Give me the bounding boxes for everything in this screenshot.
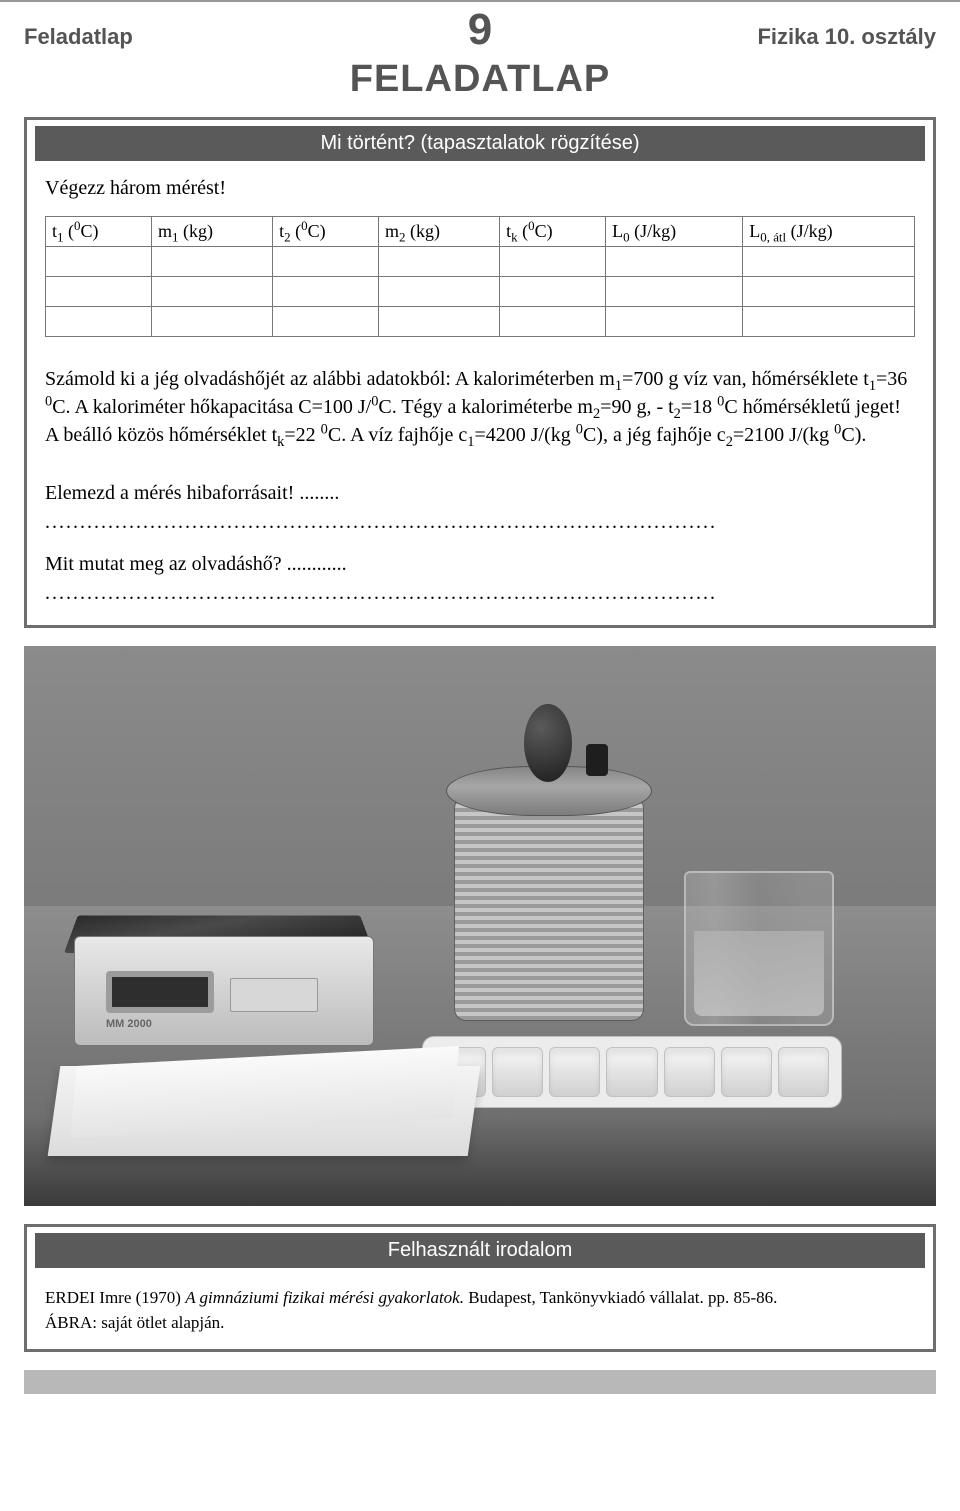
table-cell	[151, 307, 272, 337]
page-title: FELADATLAP	[0, 58, 960, 101]
table-cell	[500, 277, 606, 307]
ice-tray-cell	[606, 1047, 657, 1097]
measurement-table: t1 (0C) m1 (kg) t2 (0C) m2 (kg) tk (0C) …	[45, 216, 915, 337]
table-cell	[273, 247, 379, 277]
table-cell	[273, 307, 379, 337]
col-m1: m1 (kg)	[151, 217, 272, 247]
footer-band	[24, 1370, 936, 1394]
answer-line-1: ........................................…	[45, 511, 915, 534]
scale-model-label: MM 2000	[106, 1018, 152, 1030]
question-latent-heat: Mit mutat meg az olvadáshő? ............	[45, 550, 915, 578]
calorimeter-knob	[586, 744, 608, 776]
beaker	[684, 871, 834, 1026]
scale-buttons	[230, 978, 318, 1012]
table-cell	[379, 307, 500, 337]
table-cell	[743, 277, 915, 307]
page-number: 9	[468, 8, 492, 52]
ice-tray-cell	[492, 1047, 543, 1097]
worksheet-frame: Mi történt? (tapasztalatok rögzítése) Vé…	[24, 117, 936, 628]
header-left-label: Feladatlap	[24, 24, 468, 50]
section-bar-references: Felhasznált irodalom	[35, 1233, 925, 1268]
table-cell	[379, 247, 500, 277]
table-cell	[743, 307, 915, 337]
table-row	[46, 307, 915, 337]
col-L0: L0 (J/kg)	[606, 217, 743, 247]
table-header-row: t1 (0C) m1 (kg) t2 (0C) m2 (kg) tk (0C) …	[46, 217, 915, 247]
thermometer-icon	[524, 704, 572, 782]
scale-display	[106, 971, 214, 1013]
ref-author: ERDEI Imre (1970)	[45, 1288, 185, 1307]
calculation-paragraph: Számold ki a jég olvadáshőjét az alábbi …	[45, 365, 915, 449]
calorimeter-body	[454, 791, 644, 1021]
table-cell	[606, 277, 743, 307]
table-row	[46, 277, 915, 307]
page-header: Feladatlap 9 Fizika 10. osztály	[0, 2, 960, 52]
table-row	[46, 247, 915, 277]
ice-tray-cell	[778, 1047, 829, 1097]
table-cell	[46, 277, 152, 307]
table-cell	[743, 247, 915, 277]
col-t1: t1 (0C)	[46, 217, 152, 247]
table-cell	[379, 277, 500, 307]
table-cell	[606, 247, 743, 277]
table-cell	[500, 247, 606, 277]
section-bar-observations: Mi történt? (tapasztalatok rögzítése)	[35, 126, 925, 161]
col-t2: t2 (0C)	[273, 217, 379, 247]
instruction-text: Végezz három mérést!	[45, 175, 915, 202]
header-right-label: Fizika 10. osztály	[492, 24, 936, 50]
ice-tray-cell	[549, 1047, 600, 1097]
table-cell	[46, 307, 152, 337]
answer-line-2: ........................................…	[45, 582, 915, 605]
ice-tray	[422, 1036, 842, 1108]
col-m2: m2 (kg)	[379, 217, 500, 247]
equipment-photo: MM 2000	[24, 646, 936, 1206]
col-L0avg: L0, átl (J/kg)	[743, 217, 915, 247]
table-cell	[500, 307, 606, 337]
table-cell	[273, 277, 379, 307]
table-cell	[151, 247, 272, 277]
ice-tray-cell	[664, 1047, 715, 1097]
paper-napkin	[48, 1066, 481, 1156]
col-tk: tk (0C)	[500, 217, 606, 247]
ref-rest: Budapest, Tankönyvkiadó vállalat. pp. 85…	[464, 1288, 777, 1307]
ice-tray-cell	[721, 1047, 772, 1097]
table-cell	[606, 307, 743, 337]
references-frame: Felhasznált irodalom ERDEI Imre (1970) A…	[24, 1224, 936, 1352]
reference-line-2: ÁBRA: saját ötlet alapján.	[45, 1311, 915, 1336]
table-cell	[46, 247, 152, 277]
question-error-sources: Elemezd a mérés hibaforrásait! ........	[45, 479, 915, 507]
reference-line-1: ERDEI Imre (1970) A gimnáziumi fizikai m…	[45, 1286, 915, 1311]
ref-title-italic: A gimnáziumi fizikai mérési gyakorlatok.	[185, 1288, 464, 1307]
table-cell	[151, 277, 272, 307]
